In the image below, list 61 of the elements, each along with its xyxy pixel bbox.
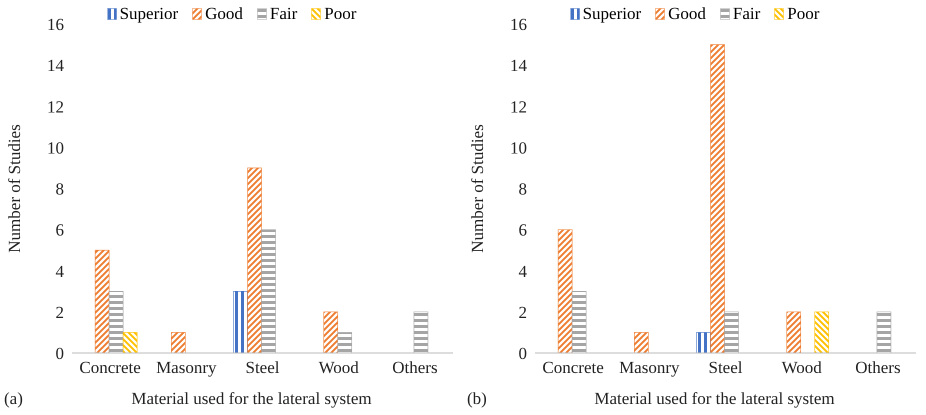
y-tick-label: 12 — [510, 97, 527, 116]
y-tick-label: 6 — [56, 220, 64, 240]
x-axis-title: Material used for the lateral system — [594, 389, 835, 408]
x-tick-label: Concrete — [79, 358, 141, 378]
x-tick-label: Wood — [318, 358, 360, 378]
y-tick-label: 4 — [56, 262, 64, 281]
legend-label: Fair — [268, 4, 298, 24]
x-tick-label: Masonry — [156, 358, 218, 378]
y-tick-label: 16 — [47, 15, 64, 34]
bar — [261, 229, 276, 353]
x-axis-title: Material used for the lateral system — [131, 389, 372, 408]
bar — [414, 312, 428, 353]
legend-label: Good — [667, 4, 706, 24]
legend-label: Superior — [582, 4, 642, 24]
legend-label: Poor — [323, 4, 356, 24]
bar — [876, 312, 892, 353]
y-tick-label: 8 — [518, 180, 527, 199]
bar — [171, 332, 186, 353]
x-tick-label: Others — [392, 358, 438, 378]
y-tick-label: 0 — [56, 344, 64, 364]
bar — [337, 332, 352, 353]
x-tick-label: Steel — [246, 358, 280, 378]
legend-label: Superior — [118, 4, 178, 24]
y-tick-label: 12 — [47, 97, 64, 116]
y-tick-label: 8 — [56, 180, 64, 199]
legend-label: Good — [204, 4, 243, 24]
bar — [724, 312, 739, 353]
bar — [786, 312, 802, 353]
text: (a) — [4, 389, 23, 409]
bar — [696, 332, 711, 353]
y-tick-label: 16 — [510, 15, 527, 34]
y-axis-title: Number of Studies — [5, 124, 24, 253]
bar — [122, 332, 138, 353]
y-tick-label: 6 — [518, 220, 527, 240]
bar — [247, 168, 262, 353]
y-tick-label: 2 — [56, 302, 64, 322]
bar — [572, 291, 586, 353]
y-tick-label: 4 — [518, 262, 528, 281]
bar — [233, 291, 248, 353]
legend-label: Fair — [732, 4, 760, 24]
x-tick-label: Steel — [708, 358, 743, 378]
y-tick-label: 14 — [47, 56, 64, 76]
y-tick-label: 10 — [510, 138, 527, 158]
x-tick-label: Masonry — [619, 358, 680, 378]
text: (b) — [467, 389, 487, 409]
x-tick-label: Others — [855, 358, 901, 378]
y-tick-label: 10 — [47, 138, 64, 158]
bar — [634, 332, 649, 353]
x-tick-label: Concrete — [542, 358, 604, 378]
y-tick-label: 14 — [510, 56, 528, 76]
bar — [814, 312, 830, 353]
legend-label: Poor — [786, 4, 820, 24]
x-tick-label: Wood — [782, 358, 822, 378]
bar — [710, 44, 725, 353]
bar — [94, 250, 110, 353]
y-tick-label: 2 — [518, 302, 527, 322]
y-axis-title: Number of Studies — [468, 124, 488, 253]
y-tick-label: 0 — [518, 344, 527, 364]
bar — [323, 312, 338, 353]
bar — [558, 229, 572, 353]
bar — [108, 291, 124, 353]
